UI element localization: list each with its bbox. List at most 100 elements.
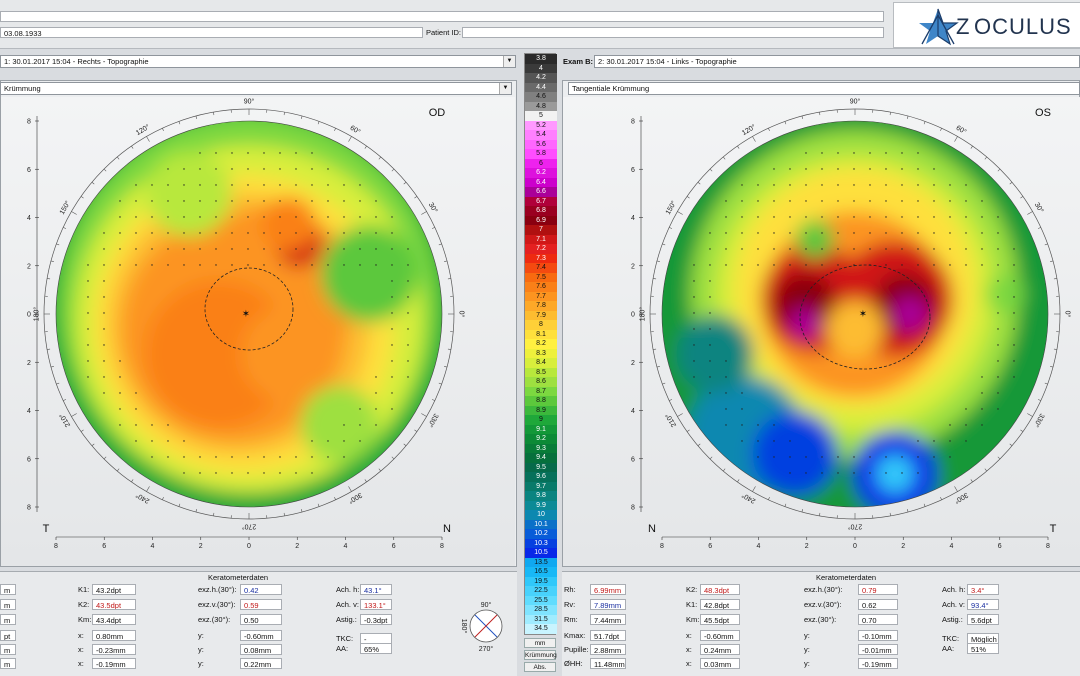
scale-cell: 8.3 <box>525 349 557 359</box>
kerato-value-field[interactable]: 42.8dpt <box>700 599 740 610</box>
kerato-value-field[interactable]: 43.5dpt <box>92 599 136 610</box>
kerato-label: y: <box>804 631 810 640</box>
scale-cell: 6.8 <box>525 206 557 216</box>
degree-label: 30° <box>427 201 439 214</box>
kerato-label: Rv: <box>564 600 575 609</box>
kerato-label: exz.(30°): <box>804 615 836 624</box>
kerato-value-field[interactable]: pt <box>0 630 16 641</box>
kerato-value-field[interactable]: 133.1° <box>360 599 392 610</box>
left-topography-map[interactable]: BEUSCHEL VISION90°60°30°0°330°300°270°24… <box>1 97 515 566</box>
kerato-value-field[interactable]: 51.7dpt <box>590 630 626 641</box>
kerato-value-field[interactable]: 0.03mm <box>700 658 740 669</box>
x-tick-label: 0 <box>853 543 857 550</box>
kerato-value-field[interactable]: 3.4° <box>967 584 999 595</box>
exam-b-select[interactable]: 2: 30.01.2017 15:04 - Links - Topographi… <box>594 55 1080 68</box>
kerato-label: Km: <box>686 615 699 624</box>
kerato-value-field[interactable]: -0.60mm <box>240 630 282 641</box>
scale-cell: 16.5 <box>525 567 557 577</box>
x-tick-label: 8 <box>660 543 664 550</box>
scale-cell: 9.5 <box>525 463 557 473</box>
kerato-label: Kmax: <box>564 631 585 640</box>
kerato-label: x: <box>78 631 84 640</box>
scale-cell: 10 <box>525 510 557 520</box>
kerato-label: ØHH: <box>564 659 583 668</box>
kerato-value-field[interactable]: 11.48mm <box>590 658 626 669</box>
y-tick-label: 4 <box>631 215 635 222</box>
patient-name-field[interactable] <box>0 11 884 22</box>
kerato-value-field[interactable]: m <box>0 644 16 655</box>
right-topography-map[interactable]: BEUSCHEL VISION90°60°30°0°330°300°270°24… <box>563 97 1080 566</box>
kerato-value-field[interactable]: 93.4° <box>967 599 999 610</box>
kerato-value-field[interactable]: 0.59 <box>240 599 282 610</box>
kerato-label: exz.h.(30°): <box>804 585 842 594</box>
kerato-value-field[interactable]: 6.99mm <box>590 584 626 595</box>
kerato-value-field[interactable]: 0.79 <box>858 584 898 595</box>
kerato-value-field[interactable]: -0.19mm <box>92 658 136 669</box>
kerato-value-field[interactable]: -0.19mm <box>858 658 898 669</box>
scale-cell: 5 <box>525 111 557 121</box>
compass-left: 180° <box>460 619 468 634</box>
kerato-value-field[interactable]: 45.5dpt <box>700 614 740 625</box>
kerato-value-field[interactable]: 0.42 <box>240 584 282 595</box>
kerato-label: y: <box>198 631 204 640</box>
degree-label: 30° <box>1033 201 1045 214</box>
abs-button[interactable]: Abs. <box>524 662 556 672</box>
kerato-label: Ach. h: <box>336 585 359 594</box>
kerato-value-field[interactable]: 2.88mm <box>590 644 626 655</box>
kerato-label: K2: <box>78 600 89 609</box>
scale-cell: 4 <box>525 64 557 74</box>
mode-button[interactable]: Krümmung <box>524 650 556 660</box>
kerato-value-field[interactable]: -0.3dpt <box>360 614 392 625</box>
kerato-value-field[interactable]: 7.44mm <box>590 614 626 625</box>
unit-button[interactable]: mm <box>524 638 556 648</box>
eye-label: OS <box>1035 107 1051 119</box>
kerato-value-field[interactable]: m <box>0 599 16 610</box>
kerato-value-field[interactable]: 43.2dpt <box>92 584 136 595</box>
kerato-value-field[interactable]: -0.60mm <box>700 630 740 641</box>
curvature-colormap <box>642 101 1068 527</box>
kerato-value-field[interactable]: 0.08mm <box>240 644 282 655</box>
y-tick-label: 0 <box>631 312 635 319</box>
y-tick-label: 2 <box>631 263 635 270</box>
scale-cell: 5.6 <box>525 140 557 150</box>
kerato-value-field[interactable]: 0.62 <box>858 599 898 610</box>
chevron-down-icon[interactable]: ▼ <box>503 56 515 67</box>
kerato-value-field[interactable]: 0.80mm <box>92 630 136 641</box>
x-tick-label: 6 <box>708 543 712 550</box>
kerato-value-field[interactable]: 48.3dpt <box>700 584 740 595</box>
y-tick-label: 6 <box>631 456 635 463</box>
chevron-down-icon[interactable]: ▼ <box>499 83 511 94</box>
kerato-value-field[interactable]: 0.70 <box>858 614 898 625</box>
y-tick-label: 2 <box>631 360 635 367</box>
y-tick-label: 8 <box>27 119 31 126</box>
kerato-value-field[interactable]: -0.01mm <box>858 644 898 655</box>
kerato-value-field[interactable]: 65% <box>360 643 392 654</box>
exam-a-select[interactable]: 1: 30.01.2017 15:04 - Rechts - Topograph… <box>0 55 516 68</box>
left-map-type-select[interactable]: Krümmung▼ <box>0 82 512 95</box>
birthdate-field[interactable]: 03.08.1933 <box>0 27 423 38</box>
kerato-value-field[interactable]: 43.4dpt <box>92 614 136 625</box>
kerato-value-field[interactable]: 0.22mm <box>240 658 282 669</box>
kerato-value-field[interactable]: 51% <box>967 643 999 654</box>
degree-label: 90° <box>850 98 861 106</box>
scale-cell: 9.1 <box>525 425 557 435</box>
kerato-value-field[interactable]: m <box>0 584 16 595</box>
kerato-value-field[interactable]: -0.10mm <box>858 630 898 641</box>
kerato-value-field[interactable]: 0.50 <box>240 614 282 625</box>
kerato-value-field[interactable]: 0.24mm <box>700 644 740 655</box>
kerato-value-field[interactable]: m <box>0 658 16 669</box>
kerato-value-field[interactable]: m <box>0 614 16 625</box>
scale-cell: 7.2 <box>525 244 557 254</box>
kerato-label: Pupille: <box>564 645 589 654</box>
x-tick-label: 0 <box>247 543 251 550</box>
kerato-value-field[interactable]: 7.89mm <box>590 599 626 610</box>
right-map-type-select[interactable]: Tangentiale Krümmung <box>568 82 1080 95</box>
kerato-value-field[interactable]: 43.1° <box>360 584 392 595</box>
scale-cell: 22.5 <box>525 586 557 596</box>
patient-id-field[interactable] <box>462 27 884 38</box>
kerato-value-field[interactable]: -0.23mm <box>92 644 136 655</box>
kerato-value-field[interactable]: 5.6dpt <box>967 614 999 625</box>
vertex-marker-icon: ✶ <box>242 309 250 320</box>
eye-label: OD <box>429 107 446 119</box>
